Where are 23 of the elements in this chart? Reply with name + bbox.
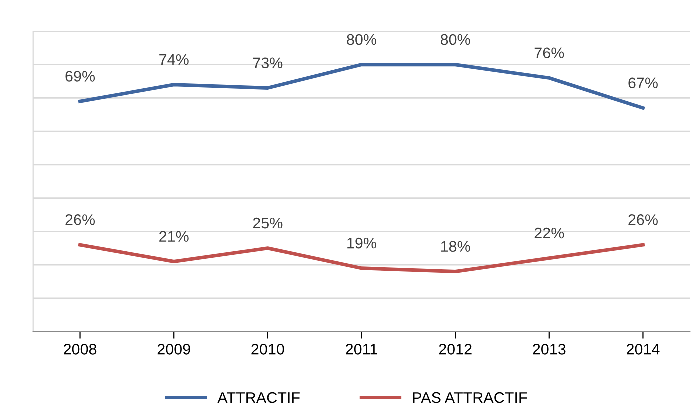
legend-label: PAS ATTRACTIF: [413, 392, 528, 404]
data-label: 73%: [253, 58, 283, 69]
legend-label: ATTRACTIF: [218, 392, 300, 404]
x-tick-label: 2012: [439, 344, 472, 355]
data-label: 67%: [628, 78, 658, 89]
data-label: 74%: [160, 54, 189, 66]
x-tick-label: 2009: [158, 344, 190, 355]
data-label: 80%: [347, 34, 376, 46]
data-label: 18%: [441, 241, 470, 252]
data-label: 69%: [66, 71, 96, 82]
data-label: 80%: [440, 34, 470, 46]
data-label: 26%: [628, 214, 658, 226]
x-tick-label: 2008: [64, 344, 97, 355]
x-tick-label: 2010: [252, 344, 284, 355]
data-label: 26%: [66, 214, 96, 226]
x-tick-label: 2013: [533, 344, 566, 355]
data-label: 22%: [534, 228, 564, 239]
data-label: 21%: [160, 231, 189, 242]
data-label: 76%: [534, 48, 564, 59]
x-tick-label: 2011: [346, 344, 378, 355]
x-tick-label: 2014: [627, 344, 660, 355]
data-label: 25%: [253, 218, 283, 229]
data-label: 19%: [348, 238, 376, 249]
